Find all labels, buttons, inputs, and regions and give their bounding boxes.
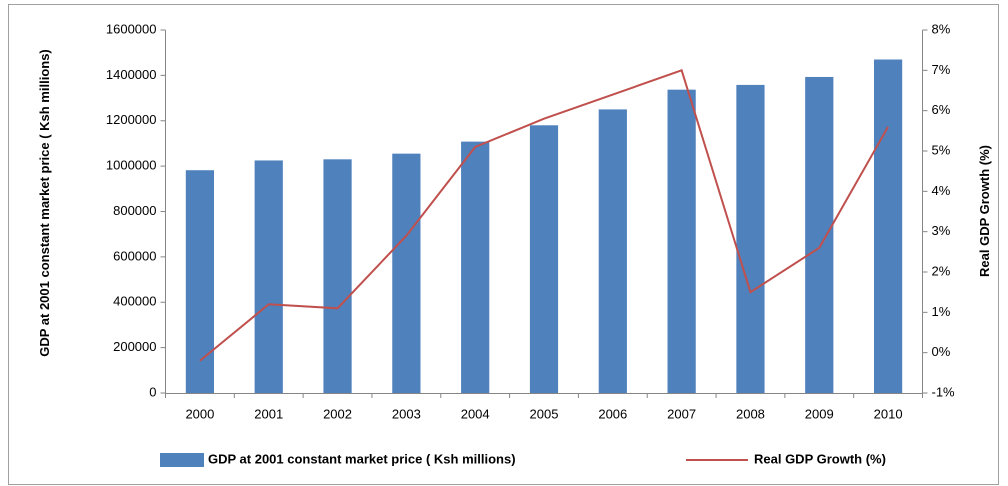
bar [805,76,834,393]
y-tick-label: 800000 [113,203,156,218]
y2-tick-label: 1% [932,304,951,319]
x-tick-label: 2003 [392,406,421,421]
bar [392,153,421,393]
x-tick-label: 2006 [598,406,627,421]
legend-label: Real GDP Growth (%) [754,451,886,466]
x-tick-label: 2009 [805,406,834,421]
y2-tick-label: 8% [932,21,951,36]
bar [461,141,490,393]
bar [529,125,559,393]
y2-tick-label: 0% [932,344,951,359]
line [199,69,889,362]
y-tick-label: 400000 [113,294,156,309]
legend-swatch [160,453,204,467]
bar [254,160,283,393]
bar [873,59,903,394]
y2-tick-label: 4% [932,183,951,198]
bar [323,159,352,393]
bar [598,109,627,393]
x-tick-label: 2004 [461,406,490,421]
bar [667,89,696,393]
x-tick-label: 2005 [530,406,559,421]
chart-border [8,4,999,485]
bar [736,84,765,393]
y-tick-label: 600000 [113,248,156,263]
y-tick-label: 1200000 [106,112,157,127]
y-tick-label: 1600000 [106,21,157,36]
y2-tick-label: 3% [932,223,951,238]
x-tick-label: 2000 [185,406,214,421]
x-tick-label: 2002 [323,406,352,421]
y-tick-label: 1000000 [106,158,157,173]
y-axis-title: GDP at 2001 constant market price ( Ksh … [37,49,52,357]
y2-tick-label: 5% [932,142,951,157]
y2-tick-label: 6% [932,102,951,117]
y2-axis-title: Real GDP Growth (%) [977,145,992,277]
x-tick-label: 2010 [874,406,903,421]
y-tick-label: 1400000 [106,67,157,82]
y-tick-label: 200000 [113,339,156,354]
legend-label: GDP at 2001 constant market price ( Ksh … [208,451,516,466]
x-tick-label: 2007 [667,406,696,421]
x-tick-label: 2001 [254,406,283,421]
y2-tick-label: 2% [932,263,951,278]
y2-tick-label: 7% [932,62,951,77]
y-tick-label: 0 [149,384,156,399]
bar [185,170,215,393]
y2-tick-label: -1% [932,384,956,399]
x-tick-label: 2008 [736,406,765,421]
